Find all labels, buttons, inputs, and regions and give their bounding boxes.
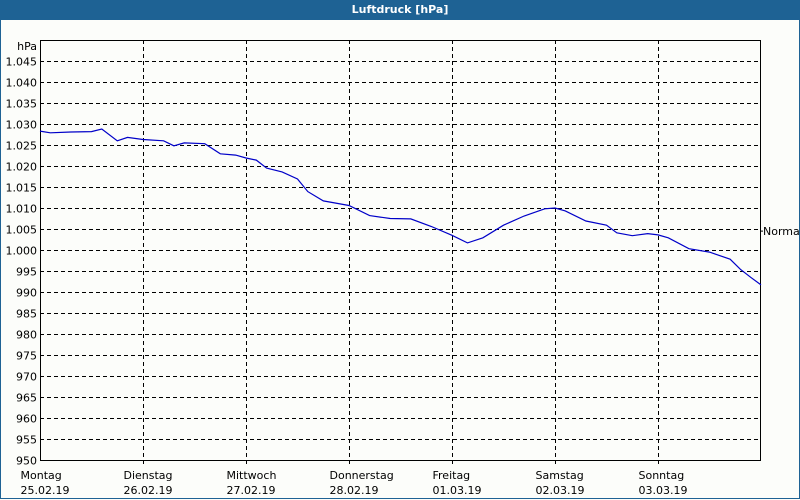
y-tick-label: 1.025 xyxy=(6,140,38,153)
x-tick-day: Montag xyxy=(21,469,62,482)
y-tick-label: 1.045 xyxy=(6,56,38,69)
x-tick-day: Dienstag xyxy=(124,469,173,482)
normal-reference-label: Normal xyxy=(763,225,800,238)
x-tick-day: Samstag xyxy=(536,469,584,482)
x-tick-day: Sonntag xyxy=(639,469,685,482)
y-tick-label: 1.015 xyxy=(6,182,38,195)
y-tick-label: 980 xyxy=(16,329,37,342)
y-tick-label: 990 xyxy=(16,287,37,300)
y-tick-label: 960 xyxy=(16,413,37,426)
y-tick-label: 985 xyxy=(16,308,37,321)
x-tick-day: Freitag xyxy=(433,469,471,482)
y-tick-label: 1.030 xyxy=(6,119,38,132)
y-tick-label: 950 xyxy=(16,455,37,468)
y-tick-label: 970 xyxy=(16,371,37,384)
y-tick-label: 1.040 xyxy=(6,77,38,90)
x-tick-date: 25.02.19 xyxy=(21,484,70,497)
y-axis-unit: hPa xyxy=(17,40,37,53)
x-tick-date: 27.02.19 xyxy=(227,484,276,497)
y-tick-label: 1.000 xyxy=(6,245,38,258)
x-tick-date: 02.03.19 xyxy=(536,484,585,497)
x-tick-date: 03.03.19 xyxy=(639,484,688,497)
y-tick-label: 1.035 xyxy=(6,98,38,111)
y-tick-label: 995 xyxy=(16,266,37,279)
y-tick-label: 1.005 xyxy=(6,224,38,237)
x-tick-date: 26.02.19 xyxy=(124,484,173,497)
y-tick-label: 1.010 xyxy=(6,203,38,216)
x-tick-date: 01.03.19 xyxy=(433,484,482,497)
y-tick-label: 955 xyxy=(16,434,37,447)
x-tick-day: Mittwoch xyxy=(227,469,277,482)
pressure-line xyxy=(39,128,762,286)
x-tick-day: Donnerstag xyxy=(330,469,394,482)
y-tick-label: 1.020 xyxy=(6,161,38,174)
y-tick-label: 975 xyxy=(16,350,37,363)
chart-title: Luftdruck [hPa] xyxy=(0,0,800,20)
y-tick-label: 965 xyxy=(16,392,37,405)
plot-area-border xyxy=(40,40,761,461)
x-tick-date: 28.02.19 xyxy=(330,484,379,497)
